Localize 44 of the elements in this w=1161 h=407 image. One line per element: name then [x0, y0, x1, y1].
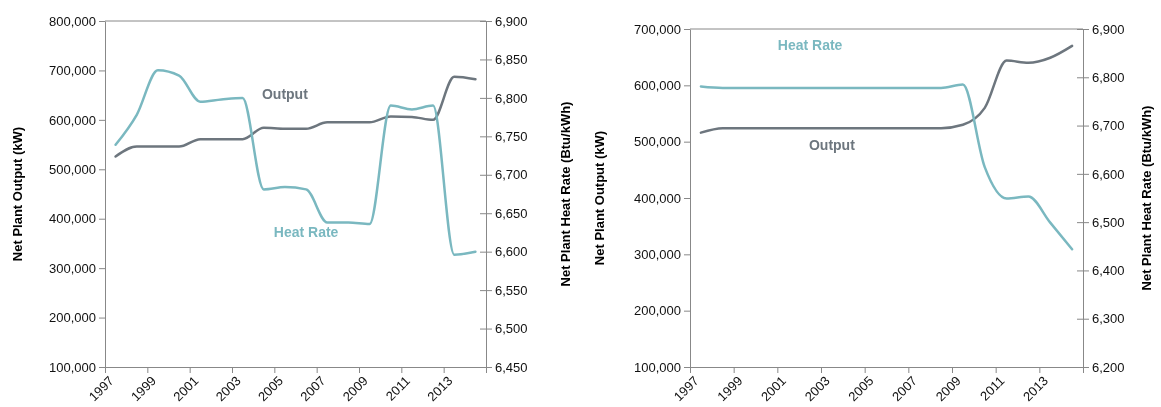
y2-tick-label: 6,850	[495, 52, 528, 68]
y2-tick-label: 6,600	[495, 244, 528, 260]
y2-tick-label: 6,550	[495, 282, 528, 298]
text: Heat Rate	[777, 36, 843, 53]
y2-tick-label: 6,650	[495, 205, 528, 221]
y-tick-label: 600,000	[634, 77, 681, 93]
y-tick-label: 100,000	[634, 359, 681, 375]
y2-tick-label: 6,700	[1092, 118, 1125, 134]
y-tick-label: 100,000	[49, 359, 96, 375]
y-tick-label: 800,000	[49, 13, 96, 29]
y2-tick-label: 6,800	[495, 90, 528, 106]
y-axis-title: Net Plant Output (kW)	[10, 126, 25, 262]
y2-tick-label: 6,800	[1092, 69, 1125, 85]
y-tick-label: 400,000	[49, 211, 96, 227]
y-tick-label: 200,000	[634, 303, 681, 319]
y-tick-label: 700,000	[634, 21, 681, 37]
y-tick-label: 300,000	[634, 246, 681, 262]
y2-tick-label: 6,400	[1092, 263, 1125, 279]
y2-tick-label: 6,450	[495, 359, 528, 375]
y-tick-label: 600,000	[49, 112, 96, 128]
y2-tick-label: 6,900	[1092, 21, 1125, 37]
y-tick-label: 500,000	[634, 134, 681, 150]
y-tick-label: 300,000	[49, 260, 96, 276]
line-series	[114, 75, 477, 158]
y2-tick-label: 6,500	[495, 321, 528, 337]
y-tick-label: 200,000	[49, 310, 96, 326]
y2-axis-title: Net Plant Heat Rate (Btu/kWh)	[1139, 105, 1154, 291]
line-series	[699, 83, 1074, 251]
y2-tick-label: 6,750	[495, 128, 528, 144]
series-label: Heat Rate	[273, 224, 339, 241]
series-label: Output	[261, 85, 309, 102]
y2-tick-label: 6,500	[1092, 214, 1125, 230]
y-tick-label: 400,000	[634, 190, 681, 206]
line-series	[114, 68, 477, 256]
series-label: Output	[808, 137, 856, 154]
y2-tick-label: 6,200	[1092, 359, 1125, 375]
y2-tick-label: 6,700	[495, 167, 528, 183]
y2-axis-title: Net Plant Heat Rate (Btu/kWh)	[558, 101, 573, 287]
y2-tick-label: 6,600	[1092, 166, 1125, 182]
y-tick-label: 500,000	[49, 161, 96, 177]
y-tick-label: 700,000	[49, 63, 96, 79]
y2-tick-label: 6,300	[1092, 311, 1125, 327]
y2-tick-label: 6,900	[495, 13, 528, 29]
y-axis-title: Net Plant Output (kW)	[592, 130, 607, 266]
